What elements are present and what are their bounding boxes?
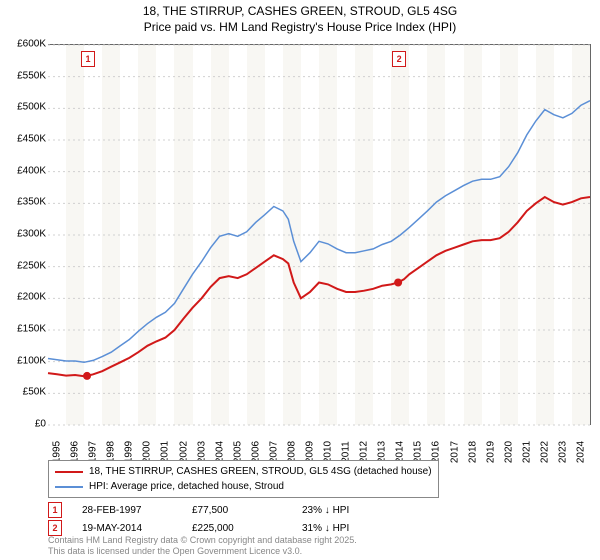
x-tick-label: 2023	[557, 441, 568, 463]
y-tick-label: £600K	[17, 39, 46, 50]
y-tick-label: £150K	[17, 324, 46, 335]
sales-marker: 2	[48, 520, 62, 536]
x-tick-label: 2019	[485, 441, 496, 463]
x-tick-label: 2020	[503, 441, 514, 463]
y-tick-label: £50K	[23, 387, 46, 398]
chart-container: 18, THE STIRRUP, CASHES GREEN, STROUD, G…	[0, 0, 600, 560]
y-tick-label: £500K	[17, 102, 46, 113]
y-tick-label: £100K	[17, 355, 46, 366]
sale-marker-box: 1	[81, 51, 95, 67]
title-block: 18, THE STIRRUP, CASHES GREEN, STROUD, G…	[0, 0, 600, 35]
sales-marker: 1	[48, 502, 62, 518]
sales-hpi: 23% ↓ HPI	[302, 505, 392, 516]
sales-row: 1 28-FEB-1997 £77,500 23% ↓ HPI	[48, 502, 392, 518]
legend-item-property: 18, THE STIRRUP, CASHES GREEN, STROUD, G…	[55, 464, 432, 479]
legend: 18, THE STIRRUP, CASHES GREEN, STROUD, G…	[48, 460, 439, 498]
y-tick-label: £550K	[17, 70, 46, 81]
sale-dot	[83, 372, 91, 380]
x-tick-label: 2022	[539, 441, 550, 463]
y-tick-label: £400K	[17, 165, 46, 176]
x-tick-label: 2024	[575, 441, 586, 463]
legend-swatch	[55, 471, 83, 473]
sales-price: £225,000	[192, 523, 282, 534]
footer-line-1: Contains HM Land Registry data © Crown c…	[48, 535, 357, 546]
legend-label: 18, THE STIRRUP, CASHES GREEN, STROUD, G…	[89, 464, 432, 479]
sales-date: 28-FEB-1997	[82, 505, 172, 516]
legend-item-hpi: HPI: Average price, detached house, Stro…	[55, 479, 432, 494]
lines-svg	[48, 45, 590, 425]
y-tick-label: £300K	[17, 229, 46, 240]
footer-line-2: This data is licensed under the Open Gov…	[48, 546, 357, 557]
x-tick-label: 2018	[467, 441, 478, 463]
sales-price: £77,500	[192, 505, 282, 516]
series-line-property	[48, 197, 590, 376]
sales-date: 19-MAY-2014	[82, 523, 172, 534]
plot-area: 12	[48, 44, 591, 425]
title-line-1: 18, THE STIRRUP, CASHES GREEN, STROUD, G…	[0, 4, 600, 20]
y-tick-label: £350K	[17, 197, 46, 208]
sales-table: 1 28-FEB-1997 £77,500 23% ↓ HPI 2 19-MAY-2014…	[48, 502, 392, 538]
y-tick-label: £0	[35, 419, 46, 430]
y-tick-label: £200K	[17, 292, 46, 303]
legend-swatch	[55, 486, 83, 488]
sale-dot	[394, 279, 402, 287]
x-tick-label: 2021	[521, 441, 532, 463]
y-tick-label: £250K	[17, 260, 46, 271]
footer: Contains HM Land Registry data © Crown c…	[48, 535, 357, 557]
sales-hpi: 31% ↓ HPI	[302, 523, 392, 534]
sale-marker-box: 2	[392, 51, 406, 67]
x-axis: 1995199619971998199920002001200220032004…	[48, 424, 590, 464]
y-tick-label: £450K	[17, 134, 46, 145]
sales-row: 2 19-MAY-2014 £225,000 31% ↓ HPI	[48, 520, 392, 536]
y-axis: £0£50K£100K£150K£200K£250K£300K£350K£400…	[0, 44, 48, 424]
x-tick-label: 2017	[449, 441, 460, 463]
legend-label: HPI: Average price, detached house, Stro…	[89, 479, 284, 494]
title-line-2: Price paid vs. HM Land Registry's House …	[0, 20, 600, 36]
